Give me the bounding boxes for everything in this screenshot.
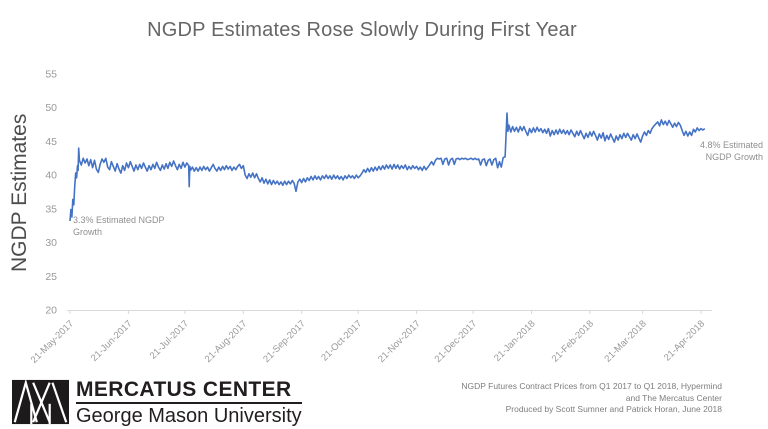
annotation-start-line2: Growth <box>73 226 103 237</box>
y-tick-label: 25 <box>45 271 57 283</box>
ngdp-series-line <box>69 112 706 222</box>
logo-org-name: MERCATUS CENTER <box>76 378 302 404</box>
y-tick-label: 50 <box>45 102 57 114</box>
y-tick-label: 30 <box>45 237 57 249</box>
mercatus-logo-icon <box>12 378 69 425</box>
annotation-end-line1: 4.8% Estimated <box>699 140 763 150</box>
mercatus-logo-text: MERCATUS CENTER George Mason University <box>76 378 302 428</box>
x-tick-label: 21-Jan-2018 <box>492 318 538 364</box>
x-tick-label: 21-Jul-2017 <box>148 318 191 361</box>
x-tick-label: 21-Dec-2017 <box>433 318 480 365</box>
caption-line-1: NGDP Futures Contract Prices from Q1 201… <box>461 381 722 391</box>
line-chart: 20 25 30 35 40 45 50 55 21-May-2017 21-Jun-2017 21… <box>29 69 712 366</box>
caption-line-2: and The Mercatus Center <box>625 392 722 403</box>
x-tick-label: 21-Aug-2017 <box>203 318 250 365</box>
x-tick-label: 21-Feb-2018 <box>550 318 596 364</box>
y-tick-label: 35 <box>45 203 57 215</box>
x-tick-label: 21-Oct-2017 <box>319 318 364 363</box>
chart-title: NGDP Estimates Rose Slowly During First … <box>147 19 577 41</box>
x-tick-label: 21-Sep-2017 <box>261 318 308 365</box>
annotation-end: 4.8% Estimated NGDP Growth <box>700 140 763 163</box>
x-tick-label: 21-May-2017 <box>29 318 76 365</box>
caption-line-3: Produced by Scott Sumner and Patrick Hor… <box>505 404 722 414</box>
mercatus-logo: MERCATUS CENTER George Mason University <box>12 378 302 428</box>
y-tick-label: 45 <box>45 136 57 148</box>
annotation-start-line1: 3.3% Estimated NGDP <box>73 215 165 225</box>
annotation-end-line2: NGDP Growth <box>705 151 763 162</box>
source-caption: NGDP Futures Contract Prices from Q1 201… <box>461 381 722 416</box>
logo-university-name: George Mason University <box>76 405 302 427</box>
y-tick-label: 55 <box>45 69 57 81</box>
x-tick-label: 21-Mar-2018 <box>602 318 648 364</box>
annotation-start: 3.3% Estimated NGDP Growth <box>73 215 165 238</box>
y-tick-label: 40 <box>45 170 57 182</box>
x-tick-label: 21-Nov-2017 <box>376 318 423 365</box>
x-tick-label: 21-Jun-2017 <box>89 318 135 364</box>
y-tick-label: 20 <box>45 305 57 317</box>
x-tick-label: 21-Apr-2018 <box>662 318 707 363</box>
